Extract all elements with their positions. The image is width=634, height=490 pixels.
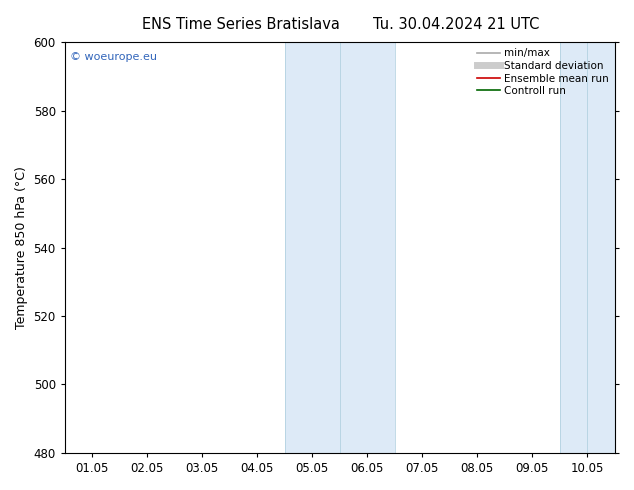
Legend: min/max, Standard deviation, Ensemble mean run, Controll run: min/max, Standard deviation, Ensemble me…: [472, 44, 612, 100]
Text: © woeurope.eu: © woeurope.eu: [70, 52, 157, 62]
Bar: [560, 42, 615, 453]
Bar: [285, 42, 395, 453]
Y-axis label: Temperature 850 hPa (°C): Temperature 850 hPa (°C): [15, 166, 28, 329]
Text: Tu. 30.04.2024 21 UTC: Tu. 30.04.2024 21 UTC: [373, 17, 540, 32]
Text: ENS Time Series Bratislava: ENS Time Series Bratislava: [142, 17, 340, 32]
